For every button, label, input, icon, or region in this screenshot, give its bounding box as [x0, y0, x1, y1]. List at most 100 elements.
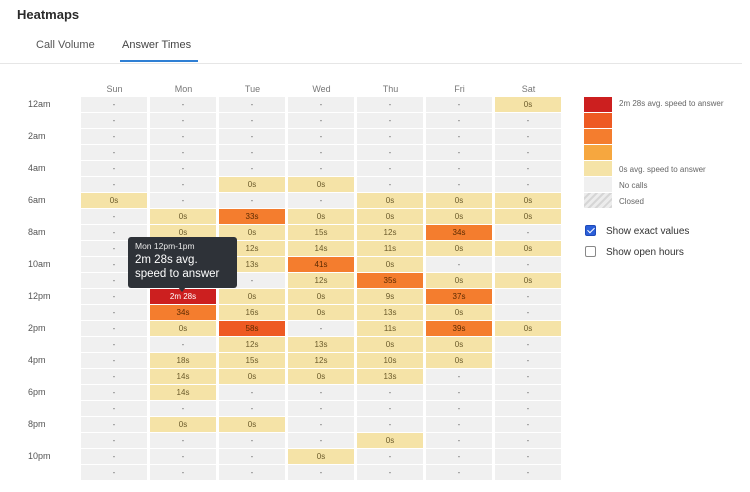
heatmap-cell[interactable]: -	[288, 465, 354, 480]
heatmap-cell[interactable]: -	[81, 465, 147, 480]
heatmap-cell[interactable]: 0s	[288, 369, 354, 384]
heatmap-cell[interactable]: -	[150, 161, 216, 176]
heatmap-cell[interactable]: 12s	[219, 337, 285, 352]
heatmap-cell[interactable]: 0s	[288, 177, 354, 192]
heatmap-cell[interactable]: 0s	[81, 193, 147, 208]
heatmap-cell[interactable]: 41s	[288, 257, 354, 272]
heatmap-cell[interactable]: 37s	[426, 289, 492, 304]
heatmap-cell[interactable]: -	[495, 177, 561, 192]
heatmap-cell[interactable]: -	[81, 97, 147, 112]
heatmap-cell[interactable]: -	[426, 465, 492, 480]
heatmap-cell[interactable]: -	[495, 289, 561, 304]
heatmap-cell[interactable]: 0s	[288, 305, 354, 320]
heatmap-cell[interactable]: 0s	[150, 417, 216, 432]
heatmap-cell[interactable]: -	[219, 385, 285, 400]
heatmap-cell[interactable]: -	[81, 401, 147, 416]
heatmap-cell[interactable]: -	[288, 417, 354, 432]
heatmap-cell[interactable]: -	[81, 145, 147, 160]
heatmap-cell[interactable]: -	[219, 465, 285, 480]
heatmap-cell[interactable]: 0s	[357, 209, 423, 224]
heatmap-cell[interactable]: -	[426, 161, 492, 176]
heatmap-cell[interactable]: 0s	[219, 289, 285, 304]
heatmap-cell[interactable]: 0s	[426, 305, 492, 320]
heatmap-cell[interactable]: 0s	[219, 177, 285, 192]
heatmap-cell[interactable]: -	[495, 225, 561, 240]
heatmap-cell[interactable]: 33s	[219, 209, 285, 224]
heatmap-cell[interactable]: -	[81, 369, 147, 384]
heatmap-cell[interactable]: -	[495, 113, 561, 128]
heatmap-cell[interactable]: 9s	[357, 289, 423, 304]
heatmap-cell[interactable]: -	[357, 161, 423, 176]
heatmap-cell[interactable]: -	[288, 97, 354, 112]
heatmap-cell[interactable]: -	[288, 113, 354, 128]
heatmap-cell[interactable]: -	[81, 129, 147, 144]
heatmap-cell[interactable]: -	[288, 129, 354, 144]
heatmap-cell[interactable]: -	[81, 433, 147, 448]
heatmap-cell[interactable]: 0s	[426, 273, 492, 288]
heatmap-cell[interactable]: 14s	[150, 369, 216, 384]
heatmap-cell[interactable]: 0s	[426, 353, 492, 368]
heatmap-cell[interactable]: 0s	[495, 273, 561, 288]
heatmap-cell[interactable]: 0s	[357, 337, 423, 352]
heatmap-cell[interactable]: -	[357, 177, 423, 192]
heatmap-cell[interactable]: -	[426, 417, 492, 432]
heatmap-cell[interactable]: -	[288, 145, 354, 160]
heatmap-cell[interactable]: -	[81, 225, 147, 240]
heatmap-cell[interactable]: -	[219, 449, 285, 464]
heatmap-cell[interactable]: -	[288, 385, 354, 400]
heatmap-cell[interactable]: -	[426, 177, 492, 192]
heatmap-cell[interactable]: -	[150, 129, 216, 144]
heatmap-cell[interactable]: 0s	[357, 433, 423, 448]
heatmap-cell[interactable]: 0s	[495, 97, 561, 112]
show-open-hours-label[interactable]: Show open hours	[606, 247, 684, 258]
heatmap-cell[interactable]: -	[81, 385, 147, 400]
heatmap-cell[interactable]: -	[357, 417, 423, 432]
heatmap-cell[interactable]: 18s	[150, 353, 216, 368]
heatmap-cell[interactable]: -	[150, 433, 216, 448]
heatmap-cell[interactable]: -	[81, 417, 147, 432]
heatmap-cell[interactable]: 34s	[150, 305, 216, 320]
heatmap-cell[interactable]: -	[357, 385, 423, 400]
heatmap-cell[interactable]: -	[81, 209, 147, 224]
heatmap-cell[interactable]: -	[81, 161, 147, 176]
heatmap-cell[interactable]: -	[288, 433, 354, 448]
heatmap-cell[interactable]: -	[81, 289, 147, 304]
heatmap-cell[interactable]: -	[495, 449, 561, 464]
heatmap-cell[interactable]: -	[288, 321, 354, 336]
heatmap-cell[interactable]: -	[150, 113, 216, 128]
tab-call-volume[interactable]: Call Volume	[36, 39, 95, 51]
heatmap-cell[interactable]: -	[150, 337, 216, 352]
heatmap-cell[interactable]: 0s	[495, 193, 561, 208]
heatmap-cell[interactable]: 0s	[219, 417, 285, 432]
heatmap-cell[interactable]: -	[495, 161, 561, 176]
heatmap-cell[interactable]: 0s	[357, 193, 423, 208]
heatmap-cell[interactable]: 13s	[357, 305, 423, 320]
heatmap-cell[interactable]: -	[81, 337, 147, 352]
heatmap-cell[interactable]: -	[219, 113, 285, 128]
heatmap-cell[interactable]: 39s	[426, 321, 492, 336]
heatmap-cell[interactable]: -	[219, 129, 285, 144]
heatmap-cell[interactable]: 11s	[357, 321, 423, 336]
heatmap-cell[interactable]: -	[357, 97, 423, 112]
heatmap-cell[interactable]: 15s	[288, 225, 354, 240]
heatmap-cell[interactable]: -	[81, 177, 147, 192]
heatmap-cell[interactable]: -	[495, 337, 561, 352]
heatmap-cell[interactable]: -	[426, 433, 492, 448]
heatmap-cell[interactable]: -	[426, 129, 492, 144]
heatmap-cell[interactable]: 11s	[357, 241, 423, 256]
heatmap-cell[interactable]: -	[495, 129, 561, 144]
heatmap-cell[interactable]: -	[357, 145, 423, 160]
heatmap-cell[interactable]: -	[495, 145, 561, 160]
heatmap-cell[interactable]: 12s	[288, 273, 354, 288]
heatmap-cell[interactable]: 0s	[288, 449, 354, 464]
heatmap-cell[interactable]: -	[219, 161, 285, 176]
heatmap-cell[interactable]: -	[81, 305, 147, 320]
heatmap-cell[interactable]: 0s	[426, 193, 492, 208]
heatmap-cell[interactable]: -	[150, 449, 216, 464]
heatmap-cell[interactable]: -	[495, 353, 561, 368]
heatmap-cell[interactable]: 0s	[150, 321, 216, 336]
heatmap-cell[interactable]: -	[426, 113, 492, 128]
heatmap-cell[interactable]: -	[219, 401, 285, 416]
heatmap-cell[interactable]: 35s	[357, 273, 423, 288]
heatmap-cell[interactable]: -	[219, 97, 285, 112]
